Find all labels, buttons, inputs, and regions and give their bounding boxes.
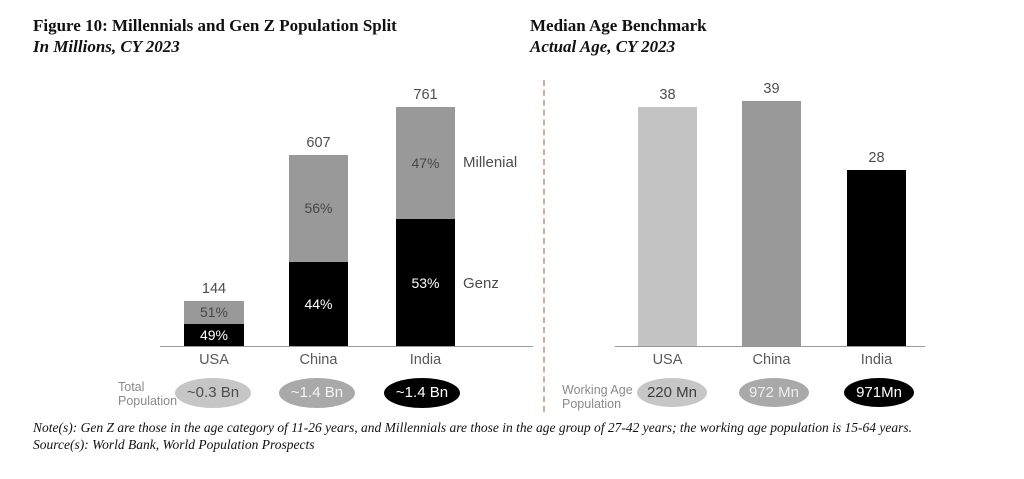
right-chart-title: Median Age Benchmark bbox=[530, 16, 707, 35]
left-chart-title: Figure 10: Millennials and Gen Z Populat… bbox=[33, 16, 397, 35]
section-divider bbox=[543, 80, 545, 412]
left-chart-title-block: Figure 10: Millennials and Gen Z Populat… bbox=[33, 16, 397, 56]
total-label-india: 761 bbox=[413, 87, 438, 103]
right-chart-subtitle: Actual Age, CY 2023 bbox=[530, 37, 676, 56]
segment-millennial-india: 47% bbox=[396, 107, 455, 220]
badge-china-working-age-population: 972 Mn bbox=[739, 378, 809, 407]
category-label-india: India bbox=[409, 352, 442, 368]
left-chart-subtitle: In Millions, CY 2023 bbox=[33, 37, 180, 56]
badge-india-total-population: ~1.4 Bn bbox=[384, 378, 460, 408]
segment-millennial-china: 56% bbox=[289, 155, 348, 262]
segment-millennial-usa: 51% bbox=[184, 301, 244, 324]
bar-china: 56% 44% bbox=[289, 155, 348, 346]
source-text: Source(s): World Bank, World Population … bbox=[33, 437, 315, 452]
bar-usa: 51% 49% bbox=[184, 301, 244, 346]
total-label-usa: 144 bbox=[201, 281, 227, 297]
notes-block: Note(s): Gen Z are those in the age cate… bbox=[33, 419, 1011, 453]
badge-usa-working-age-population: 220 Mn bbox=[637, 378, 707, 407]
left-chart-plot: 51% 49% 144 USA 56% 44% 607 China 47% 53% 761 India bbox=[160, 85, 533, 368]
segment-genz-china: 44% bbox=[289, 261, 348, 346]
bar-india: 47% 53% bbox=[396, 107, 455, 346]
value-label-india: 28 bbox=[868, 150, 885, 166]
working-age-population-legend-label: Working Age Population bbox=[562, 383, 633, 411]
genz-series-label: Genz bbox=[463, 275, 499, 292]
value-label-usa: 38 bbox=[659, 87, 676, 103]
badge-usa-total-population: ~0.3 Bn bbox=[175, 378, 251, 408]
category-label-india: India bbox=[860, 352, 893, 368]
segment-genz-india: 53% bbox=[396, 219, 455, 346]
badge-india-working-age-population: 971Mn bbox=[844, 378, 914, 407]
category-label-usa: USA bbox=[652, 352, 683, 368]
bar-india bbox=[847, 170, 906, 346]
category-label-china: China bbox=[299, 352, 338, 368]
segment-genz-usa: 49% bbox=[184, 323, 244, 346]
bar-usa bbox=[638, 107, 697, 346]
category-label-usa: USA bbox=[199, 352, 229, 368]
millennial-series-label: Millenial bbox=[463, 154, 518, 171]
note-text: Note(s): Gen Z are those in the age cate… bbox=[33, 420, 912, 435]
right-chart-plot: 38 USA 39 China 28 India bbox=[615, 81, 925, 368]
category-label-china: China bbox=[752, 352, 791, 368]
bar-china bbox=[742, 101, 801, 346]
right-chart-title-block: Median Age Benchmark Actual Age, CY 2023 bbox=[530, 16, 707, 56]
total-label-china: 607 bbox=[306, 135, 331, 151]
badge-china-total-population: ~1.4 Bn bbox=[279, 378, 355, 408]
value-label-china: 39 bbox=[763, 81, 780, 97]
total-population-legend-label: Total Population bbox=[118, 380, 178, 408]
